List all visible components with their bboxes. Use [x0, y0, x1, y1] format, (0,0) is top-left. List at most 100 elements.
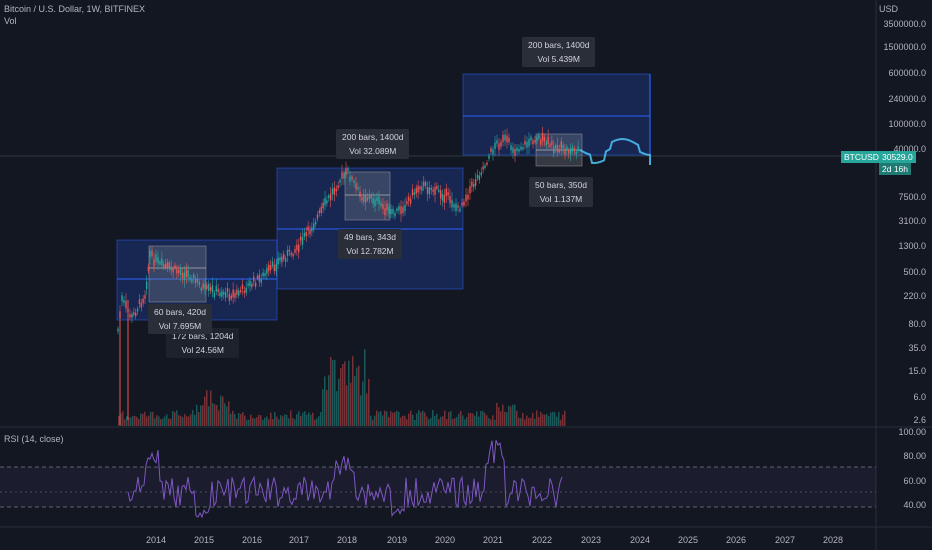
volume-bar: [502, 404, 504, 426]
candle-body: [465, 194, 467, 202]
candle-body: [279, 257, 281, 261]
symbol-tag[interactable]: BTCUSD: [841, 151, 882, 163]
candle-body: [409, 198, 412, 204]
candle-body: [408, 196, 410, 201]
measurement-bars: 200 bars, 1400d: [342, 132, 404, 142]
price-tick: 2.6: [913, 415, 926, 425]
volume-bar: [324, 376, 326, 426]
candle-body: [187, 270, 189, 277]
volume-bar: [454, 418, 456, 426]
candle-body: [364, 194, 367, 203]
price-tick: 3100.0: [898, 216, 926, 226]
candle-body: [551, 141, 553, 145]
candle-body: [575, 151, 577, 155]
candle-body: [174, 265, 176, 269]
volume-bar: [122, 411, 124, 426]
volume-bar: [236, 418, 238, 426]
volume-bar: [154, 418, 156, 426]
candle-body: [463, 201, 465, 206]
volume-bar: [290, 410, 292, 426]
volume-bar: [548, 416, 550, 426]
candle-body: [347, 168, 349, 171]
candle-body: [196, 278, 199, 283]
volume-bar: [232, 410, 234, 426]
price-candles: [117, 126, 579, 425]
candle-body: [249, 280, 251, 287]
candle-body: [251, 283, 253, 288]
volume-bar: [222, 396, 224, 426]
year-label: 2028: [822, 535, 844, 545]
volume-bar: [468, 412, 470, 426]
volume-bar: [230, 413, 232, 426]
candle-body: [541, 132, 544, 141]
volume-bar: [234, 413, 236, 426]
candle-body: [547, 136, 549, 145]
candle-body: [243, 290, 246, 293]
price-tick: 15.0: [908, 366, 926, 376]
candle-body: [568, 149, 570, 154]
volume-bar: [356, 367, 358, 426]
volume-bar: [442, 416, 444, 426]
measurement-tooltip: 200 bars, 1400d Vol 32.089M: [336, 129, 410, 159]
candle-body: [447, 192, 449, 196]
volume-bar: [386, 411, 388, 426]
candle-body: [198, 282, 201, 286]
candle-body: [324, 198, 326, 206]
symbol-title: Bitcoin / U.S. Dollar, 1W, BITFINEX: [4, 4, 146, 14]
volume-bar: [174, 412, 176, 426]
last-price-tag[interactable]: 30529.0: [879, 151, 916, 163]
year-label: 2017: [288, 535, 310, 545]
candle-body: [320, 206, 322, 214]
volume-bar: [376, 410, 378, 426]
candle-body: [361, 197, 363, 201]
measurement-tooltip: 200 bars, 1400d Vol 5.439M: [522, 37, 596, 67]
candle-body: [438, 189, 440, 192]
volume-bar: [328, 375, 330, 426]
volume-bar: [554, 412, 556, 426]
candle-body: [417, 185, 419, 193]
year-label: 2023: [580, 535, 602, 545]
volume-bar: [498, 407, 500, 426]
price-tick: 600000.0: [888, 68, 926, 78]
candle-body: [331, 188, 334, 195]
candle-body: [359, 191, 361, 198]
volume-bar: [296, 414, 298, 426]
candle-body: [313, 223, 315, 230]
measurement-tooltip: 49 bars, 343d Vol 12.782M: [338, 229, 402, 259]
volume-bar: [300, 415, 302, 426]
year-label: 2019: [386, 535, 408, 545]
price-tick: 40000.0: [893, 144, 926, 154]
volume-bar: [536, 410, 538, 426]
year-label: 2015: [193, 535, 215, 545]
volume-bar: [526, 415, 528, 426]
volume-bar: [550, 412, 552, 426]
volume-bar: [476, 411, 478, 426]
candle-body: [500, 141, 502, 147]
candle-body: [436, 186, 438, 190]
candle-body: [121, 295, 123, 302]
year-label: 2024: [629, 535, 651, 545]
volume-bar: [534, 418, 536, 426]
candle-body: [419, 186, 421, 190]
volume-bar: [310, 414, 312, 426]
candle-body: [528, 138, 530, 147]
candle-body: [516, 147, 518, 152]
volume-bar: [388, 417, 390, 426]
candle-body: [157, 257, 159, 264]
volume-bar: [162, 418, 164, 426]
price-tick: 100000.0: [888, 119, 926, 129]
range-box-cycle-2021[interactable]: [462, 73, 651, 156]
volume-bar: [206, 390, 208, 426]
volume-bar: [302, 412, 304, 426]
candle-body: [191, 279, 193, 283]
volume-bar: [448, 412, 450, 426]
candle-body: [455, 203, 457, 211]
measurement-tooltip: 50 bars, 350d Vol 1.137M: [529, 177, 593, 207]
candle-body: [206, 285, 208, 289]
range-box-bear-2014[interactable]: [148, 245, 207, 303]
volume-bar: [208, 406, 210, 426]
volume-bar: [418, 410, 420, 426]
volume-bar: [458, 413, 460, 426]
